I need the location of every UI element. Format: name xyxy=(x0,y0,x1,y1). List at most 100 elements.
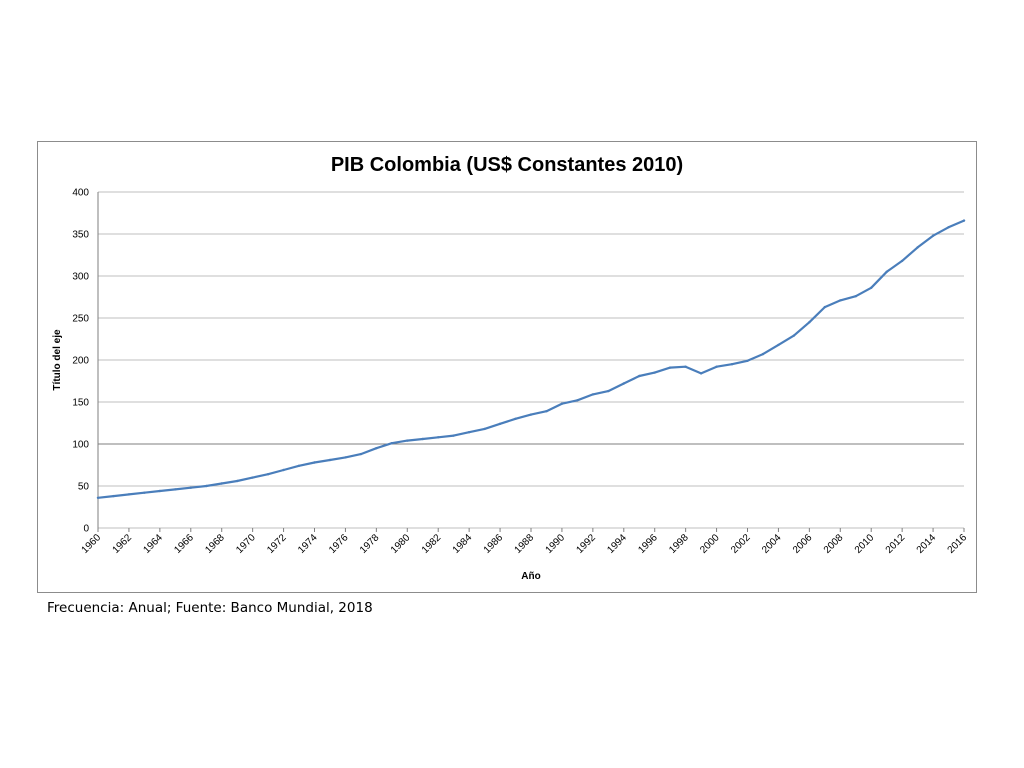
x-tick-label: 1960 xyxy=(80,532,104,556)
data-point xyxy=(730,363,734,366)
data-point xyxy=(498,422,502,425)
x-tick-label: 2010 xyxy=(853,532,877,556)
x-tick-label: 2006 xyxy=(791,532,815,556)
source-caption: Frecuencia: Anual; Fuente: Banco Mundial… xyxy=(47,600,373,616)
data-point xyxy=(359,452,363,456)
x-tick-label: 1964 xyxy=(141,532,165,556)
chart-frame: PIB Colombia (US$ Constantes 2010) 0 50 10… xyxy=(37,141,977,593)
x-tick-label: 1970 xyxy=(234,532,258,556)
x-tick-labels: 1960 1962 1964 1966 1968 1970 1972 1974 1976 1978… xyxy=(80,532,970,556)
data-point xyxy=(251,476,254,479)
data-point xyxy=(715,365,718,368)
y-tick-label: 300 xyxy=(72,272,89,283)
grid-layer xyxy=(97,191,965,532)
x-tick-label: 2014 xyxy=(915,532,939,556)
data-point xyxy=(390,442,393,445)
x-tick-label: 1988 xyxy=(513,532,537,556)
data-point xyxy=(777,343,780,347)
x-tick-label: 2000 xyxy=(698,532,722,556)
y-tick-labels: 0 50 100 150 200 250 300 350 400 xyxy=(72,188,89,535)
y-tick-label: 50 xyxy=(78,482,90,493)
data-point xyxy=(96,496,100,499)
data-point xyxy=(143,491,146,494)
x-tick-label: 1968 xyxy=(203,532,227,556)
data-point xyxy=(916,246,919,249)
x-tick-label: 1974 xyxy=(296,532,320,556)
data-point xyxy=(669,366,672,369)
data-point xyxy=(653,371,656,374)
x-tick-label: 2016 xyxy=(946,532,970,556)
data-point xyxy=(607,389,610,393)
x-tick-label: 1996 xyxy=(636,532,660,556)
series-line-0 xyxy=(96,219,966,499)
x-tick-label: 1998 xyxy=(667,532,691,556)
x-tick-label: 2012 xyxy=(884,532,908,556)
data-point xyxy=(699,372,703,375)
x-tick-label: 2004 xyxy=(760,532,784,556)
data-point xyxy=(158,489,162,493)
x-tick-label: 1984 xyxy=(451,532,475,556)
data-point xyxy=(282,468,285,472)
data-point xyxy=(545,410,548,413)
x-tick-label: 2008 xyxy=(822,532,846,556)
data-point xyxy=(297,464,301,467)
x-axis-title: Año xyxy=(521,571,540,582)
x-tick-label: 1990 xyxy=(544,532,568,556)
data-point xyxy=(452,434,455,437)
data-point xyxy=(375,447,378,450)
data-point xyxy=(931,234,935,237)
data-point xyxy=(344,456,347,459)
data-point xyxy=(761,352,765,356)
data-point xyxy=(839,299,842,302)
data-point xyxy=(885,270,888,273)
data-point xyxy=(900,259,904,263)
data-point xyxy=(947,226,950,229)
x-tick-label: 1966 xyxy=(172,532,196,556)
data-point xyxy=(174,488,177,491)
y-tick-label: 0 xyxy=(83,524,89,535)
data-point xyxy=(467,431,471,434)
y-axis-title: Título del eje xyxy=(52,329,63,391)
data-point xyxy=(328,458,332,462)
data-point xyxy=(854,295,857,298)
x-tick-label: 2002 xyxy=(729,532,753,556)
x-tick-label: 1972 xyxy=(265,532,289,556)
chart-title: PIB Colombia (US$ Constantes 2010) xyxy=(330,154,684,176)
data-point xyxy=(560,402,564,405)
data-point xyxy=(576,399,579,402)
data-point xyxy=(962,219,966,222)
x-tick-label: 1962 xyxy=(111,532,135,556)
data-point xyxy=(684,365,687,368)
y-tick-label: 400 xyxy=(72,188,89,199)
data-point xyxy=(406,439,409,442)
data-point xyxy=(591,393,595,396)
data-point xyxy=(792,334,796,337)
x-tick-label: 1994 xyxy=(605,532,629,556)
x-tick-label: 1976 xyxy=(327,532,351,556)
data-point xyxy=(189,486,192,489)
data-point xyxy=(437,436,440,439)
data-point xyxy=(205,484,208,488)
data-point xyxy=(313,461,316,464)
data-point xyxy=(622,382,625,385)
data-point xyxy=(127,493,131,496)
y-tick-label: 200 xyxy=(72,356,89,367)
y-tick-label: 250 xyxy=(72,314,89,325)
data-point xyxy=(823,305,826,309)
data-point xyxy=(870,286,873,289)
x-tick-label: 1992 xyxy=(574,532,598,556)
data-point xyxy=(483,427,486,431)
data-point xyxy=(421,437,424,441)
data-point xyxy=(220,482,223,485)
y-tick-label: 150 xyxy=(72,398,89,409)
series-layer xyxy=(96,219,966,499)
data-point xyxy=(808,321,811,324)
x-tick-label: 1982 xyxy=(420,532,444,556)
x-tick-label: 1986 xyxy=(482,532,506,556)
x-tick-label: 1980 xyxy=(389,532,413,556)
x-tick-label: 1978 xyxy=(358,532,382,556)
data-point xyxy=(514,417,517,420)
data-point xyxy=(112,494,115,498)
